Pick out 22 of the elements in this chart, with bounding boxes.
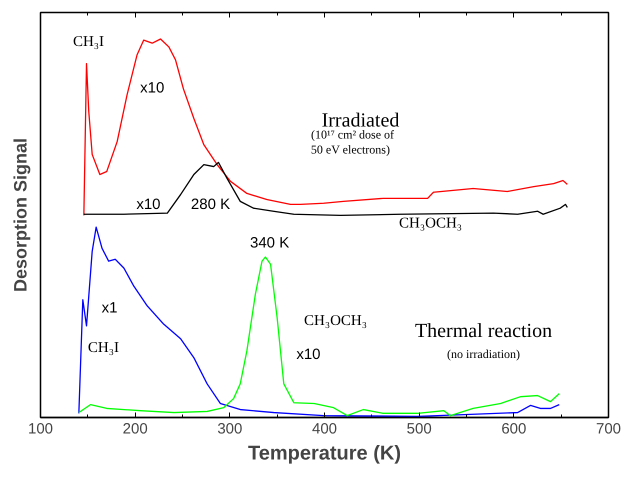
y-axis-title: Desorption Signal xyxy=(10,138,30,292)
annotation: 340 K xyxy=(250,234,290,252)
x-tick-label: 100 xyxy=(28,420,54,438)
annotation: CH₃OCH₃ xyxy=(399,215,462,232)
annotation: x1 xyxy=(102,300,118,317)
annotation: CH₃I xyxy=(72,34,104,50)
annotation: 280 K xyxy=(190,196,230,213)
x-tick-label: 200 xyxy=(122,420,148,438)
x-tick-label: 300 xyxy=(217,420,242,438)
annotation: (no irradiation) xyxy=(447,346,520,361)
annotation: x10 xyxy=(296,346,320,364)
x-tick-label: 600 xyxy=(501,420,526,438)
x-tick-label: 500 xyxy=(406,420,432,438)
x-tick-label: 400 xyxy=(312,420,338,438)
x-tick-label: 700 xyxy=(596,420,622,438)
annotation: x10 xyxy=(140,79,164,96)
annotation: x10 xyxy=(136,196,161,213)
annotation: Thermal reaction xyxy=(414,320,552,342)
annotation: CH₃I xyxy=(88,340,119,356)
x-axis-title: Temperature (K) xyxy=(248,442,402,464)
annotation: 50 eV electrons) xyxy=(310,142,390,157)
annotation: CH₃OCH₃ xyxy=(304,312,367,329)
